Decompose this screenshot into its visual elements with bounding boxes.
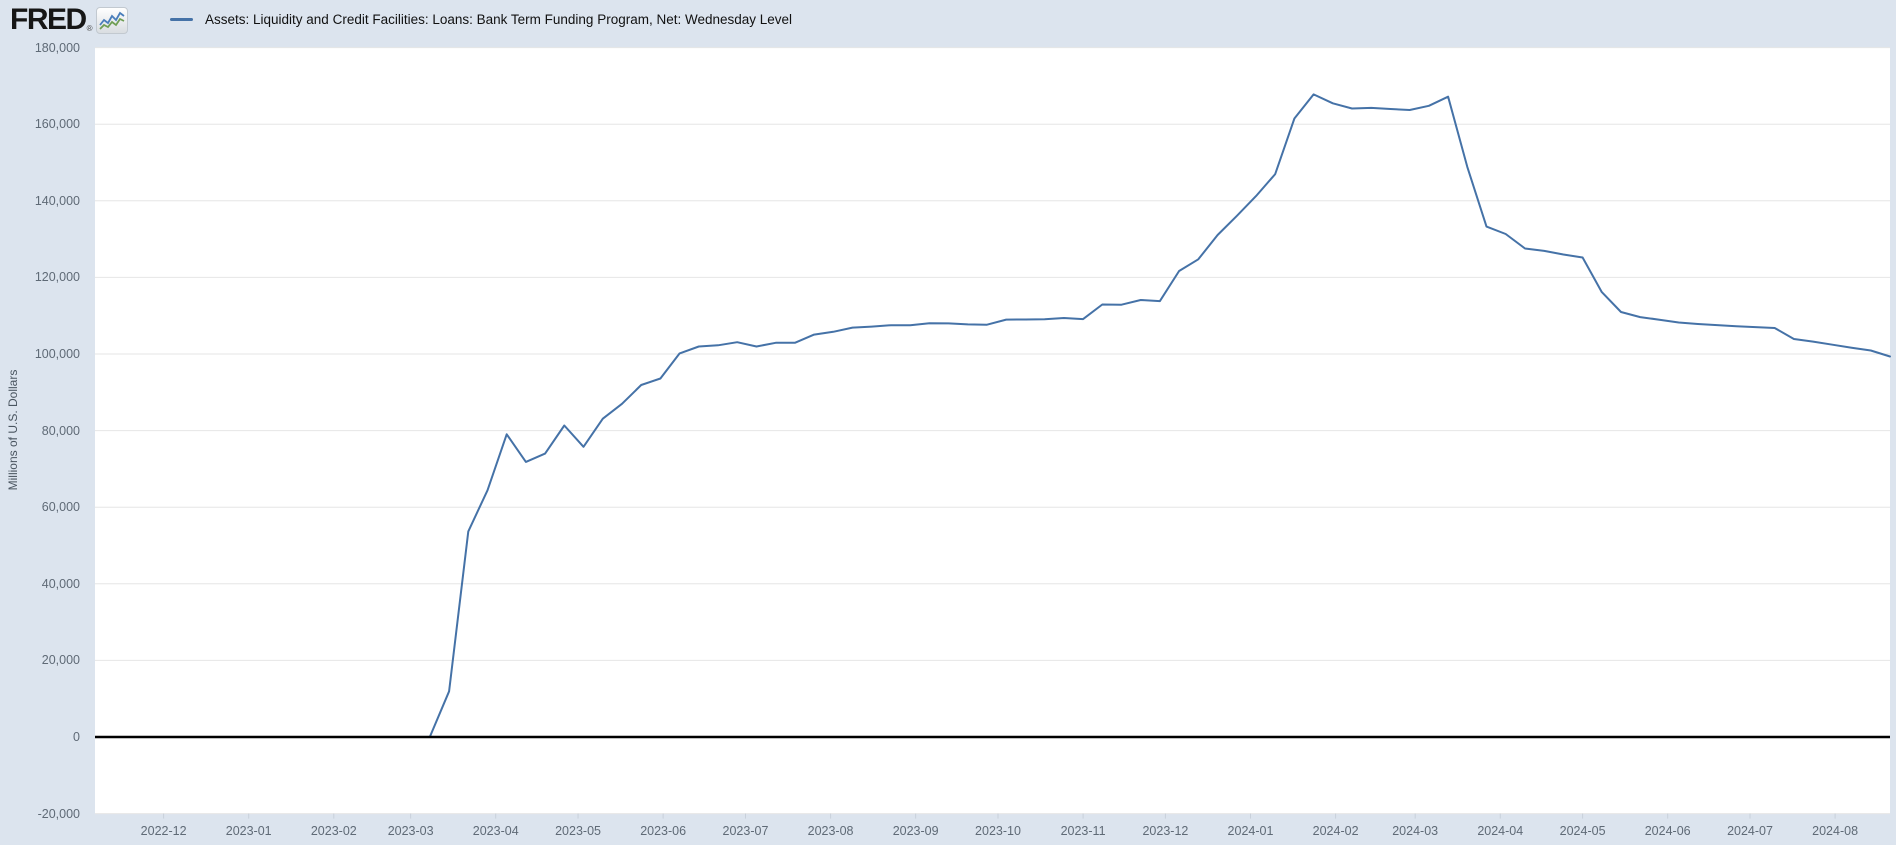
y-axis-tick-label: 160,000	[34, 117, 80, 132]
y-axis-tick-label: 40,000	[41, 576, 80, 591]
x-axis-tick-label: 2023-11	[1060, 824, 1106, 838]
fred-logo[interactable]: FRED ®	[10, 5, 128, 35]
y-axis-tick-label: 80,000	[41, 423, 80, 438]
x-axis-tick-label: 2023-08	[807, 824, 854, 838]
fred-logo-text: FRED	[10, 3, 87, 36]
x-axis-tick-label: 2023-06	[640, 824, 687, 838]
x-axis-tick-label: 2024-06	[1644, 824, 1691, 838]
y-axis-tick-label: -20,000	[37, 806, 80, 821]
x-axis-tick-label: 2023-09	[892, 824, 939, 838]
x-axis-tick-label: 2023-03	[387, 824, 434, 838]
x-axis-tick-label: 2023-04	[472, 824, 519, 838]
chart-header: FRED ® Assets: Liquidity and Credit Faci…	[0, 0, 1896, 46]
y-axis-tick-label: 140,000	[34, 193, 80, 208]
x-axis-tick-label: 2024-02	[1312, 824, 1359, 838]
series-legend-swatch	[170, 17, 193, 21]
x-axis-tick-label: 2023-10	[975, 824, 1021, 838]
x-axis-tick-label: 2023-01	[225, 824, 272, 838]
y-axis-tick-label: 0	[73, 730, 80, 744]
series-legend-label: Assets: Liquidity and Credit Facilities:…	[205, 11, 793, 27]
y-axis-tick-label: 120,000	[34, 270, 80, 285]
y-axis-tick-label: 20,000	[41, 653, 80, 668]
y-axis-tick-label: 60,000	[41, 500, 80, 515]
y-axis-tick-label: 100,000	[34, 347, 80, 361]
line-chart-sparkline-icon	[95, 6, 128, 34]
x-axis-tick-label: 2023-12	[1142, 824, 1189, 838]
x-axis-tick-label: 2024-05	[1559, 824, 1606, 838]
x-axis-tick-label: 2024-01	[1227, 824, 1274, 838]
series-legend: Assets: Liquidity and Credit Facilities:…	[170, 0, 792, 38]
x-axis-tick-label: 2024-04	[1477, 824, 1524, 838]
x-axis-tick-label: 2024-07	[1727, 824, 1773, 838]
x-axis-tick-label: 2023-02	[310, 824, 357, 838]
x-axis-tick-label: 2023-07	[722, 824, 769, 838]
fred-logo-registered-mark: ®	[86, 24, 93, 33]
x-axis-tick-label: 2023-05	[555, 824, 601, 838]
x-axis-tick-label: 2024-08	[1812, 824, 1859, 838]
x-axis-tick-label: 2024-03	[1392, 824, 1439, 838]
y-axis-tick-label: 180,000	[34, 40, 80, 55]
x-axis-tick-label: 2022-12	[140, 824, 187, 838]
